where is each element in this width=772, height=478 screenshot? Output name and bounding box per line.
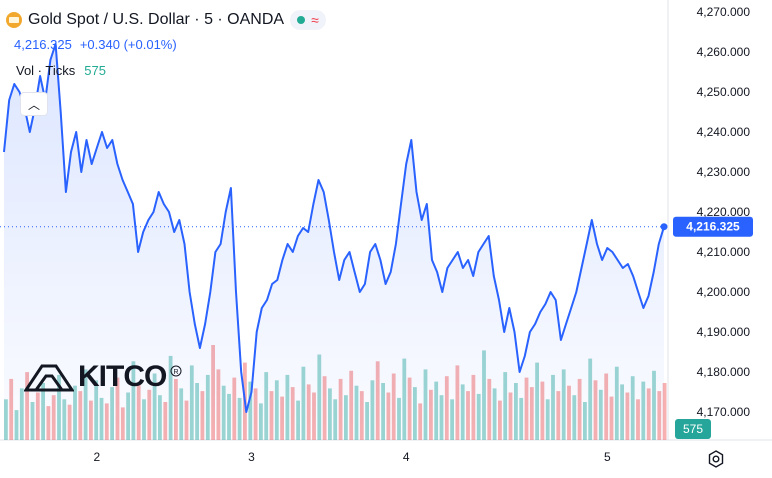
market-status[interactable]: ≈ bbox=[290, 10, 326, 30]
kitco-logo-icon bbox=[24, 364, 74, 392]
symbol-title[interactable]: Gold Spot / U.S. Dollar · 5 · OANDA bbox=[28, 11, 285, 28]
price-change: +0.340 (+0.01%) bbox=[79, 37, 177, 52]
price-tick-label: 4,240.000 bbox=[697, 125, 751, 139]
settings-button[interactable] bbox=[704, 447, 728, 471]
svg-text:R: R bbox=[174, 369, 179, 376]
price-tick-label: 4,210.000 bbox=[697, 245, 751, 259]
volume-legend-value: 575 bbox=[84, 63, 106, 78]
volume-value-label: 575 bbox=[675, 419, 711, 439]
time-tick-label: 2 bbox=[93, 450, 100, 464]
kitco-logo-text: KITCO bbox=[78, 360, 167, 393]
gear-icon bbox=[708, 450, 724, 468]
market-open-icon bbox=[297, 16, 306, 24]
time-tick-label: 3 bbox=[248, 450, 255, 464]
last-price-label: 4,216.325 bbox=[673, 216, 753, 237]
price-area-fill bbox=[4, 44, 664, 440]
price-tick-label: 4,170.000 bbox=[697, 405, 751, 419]
price-tick-label: 4,220.000 bbox=[697, 205, 751, 219]
volume-legend-label: Vol · Ticks bbox=[16, 63, 76, 78]
price-line bbox=[3, 43, 665, 413]
price-tick-label: 4,190.000 bbox=[697, 325, 751, 339]
collapse-legend-button[interactable]: ︿ bbox=[20, 92, 48, 116]
svg-text:4,216.325: 4,216.325 bbox=[686, 220, 740, 234]
volume-legend[interactable]: Vol · Ticks 575 bbox=[16, 63, 106, 78]
time-tick-label: 5 bbox=[604, 450, 611, 464]
chevron-up-icon: ︿ bbox=[27, 97, 40, 112]
last-price: 4,216.325 bbox=[14, 37, 72, 52]
quote-line: 4,216.325 +0.340 (+0.01%) bbox=[14, 37, 177, 52]
price-tick-label: 4,270.000 bbox=[697, 5, 751, 19]
price-axis[interactable]: 4,270.000 4,260.000 4,250.000 4,240.000 4,23… bbox=[697, 5, 751, 419]
svg-text:575: 575 bbox=[683, 422, 703, 436]
price-tick-label: 4,260.000 bbox=[697, 45, 751, 59]
gold-bar-icon bbox=[6, 12, 22, 28]
price-tick-label: 4,230.000 bbox=[697, 165, 751, 179]
symbol-header[interactable]: Gold Spot / U.S. Dollar · 5 · OANDA ≈ bbox=[6, 8, 326, 32]
data-delay-icon: ≈ bbox=[311, 12, 319, 28]
volume-bar bbox=[662, 383, 667, 440]
time-axis[interactable]: 2 3 4 5 bbox=[93, 450, 611, 464]
price-tick-label: 4,180.000 bbox=[697, 365, 751, 379]
kitco-logo: KITCO R bbox=[24, 360, 182, 394]
time-tick-label: 4 bbox=[403, 450, 410, 464]
last-price-point bbox=[660, 223, 668, 231]
price-tick-label: 4,250.000 bbox=[697, 85, 751, 99]
price-tick-label: 4,200.000 bbox=[697, 285, 751, 299]
registered-mark-icon: R bbox=[170, 365, 182, 377]
